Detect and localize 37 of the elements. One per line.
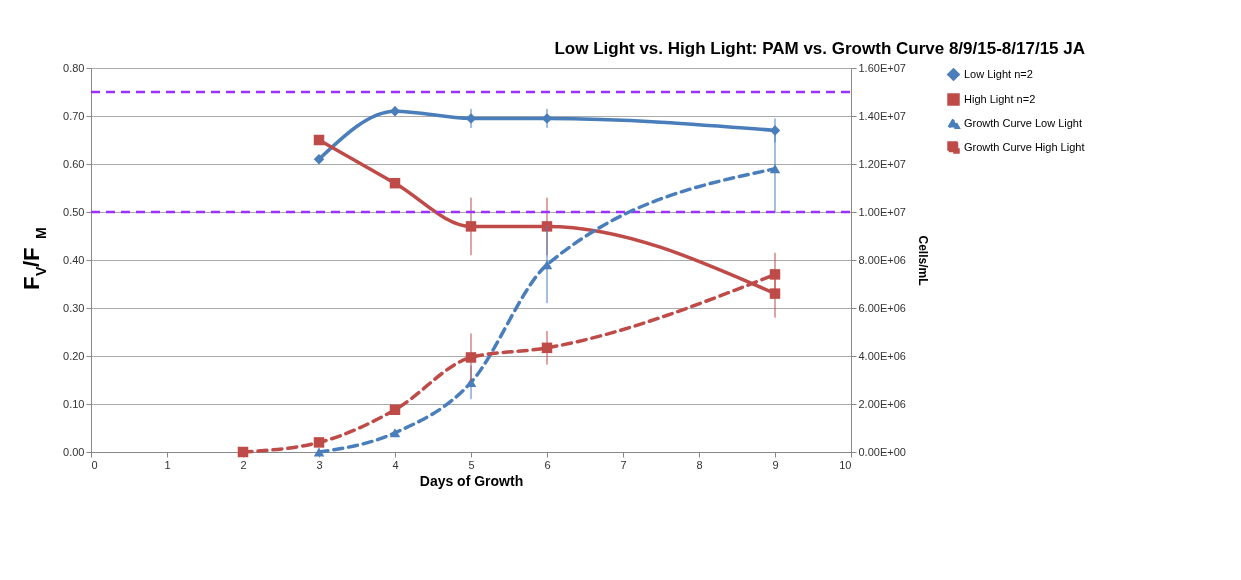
y2-tick-label: 1.00E+07 [858, 205, 906, 218]
x-tick-label: 1 [164, 458, 171, 471]
x-axis-title: Days of Growth [419, 472, 524, 489]
y-tick-label: 0.60 [63, 157, 85, 170]
legend-label: High Light n=2 [964, 92, 1036, 105]
y-tick-label: 0.80 [63, 61, 85, 74]
y-tick-label: 0.50 [63, 205, 85, 218]
y2-tick-label: 2.00E+06 [858, 397, 906, 410]
y2-tick-label: 6.00E+06 [858, 301, 906, 314]
chart-title: Low Light vs. High Light: PAM vs. Growth Curve 8/9/15-8/17/15 JA [554, 39, 1085, 58]
legend-label: Growth Curve High Light [964, 140, 1085, 153]
x-tick-label: 2 [240, 458, 247, 471]
y2-tick-label: 1.40E+07 [858, 109, 906, 122]
x-tick-label: 7 [620, 458, 627, 471]
y2-tick-label: 1.20E+07 [858, 157, 906, 170]
y-tick-label: 0.10 [63, 397, 85, 410]
x-tick-label: 4 [392, 458, 399, 471]
x-tick-label: 5 [468, 458, 475, 471]
y2-tick-label: 4.00E+06 [858, 349, 906, 362]
x-tick-label: 10 [839, 458, 852, 471]
x-tick-label: 9 [772, 458, 779, 471]
y-tick-label: 0.00 [63, 445, 85, 458]
y2-tick-label: 1.60E+07 [858, 61, 906, 74]
y-tick-label: 0.70 [63, 109, 85, 122]
x-tick-label: 8 [696, 458, 703, 471]
legend-label: Low Light n=2 [964, 67, 1033, 80]
y-tick-label: 0.40 [63, 253, 85, 266]
y-tick-label: 0.30 [63, 301, 85, 314]
y2-tick-label: 0.00E+00 [858, 445, 906, 458]
x-tick-label: 0 [91, 458, 98, 471]
x-tick-label: 6 [544, 458, 551, 471]
y2-axis-title: Cells/mL [915, 235, 930, 286]
x-tick-label: 3 [316, 458, 323, 471]
legend-label: Growth Curve Low Light [964, 116, 1082, 129]
y-axis-title: FV/FM [19, 227, 49, 291]
y2-tick-label: 8.00E+06 [858, 253, 906, 266]
y-tick-label: 0.20 [63, 349, 85, 362]
